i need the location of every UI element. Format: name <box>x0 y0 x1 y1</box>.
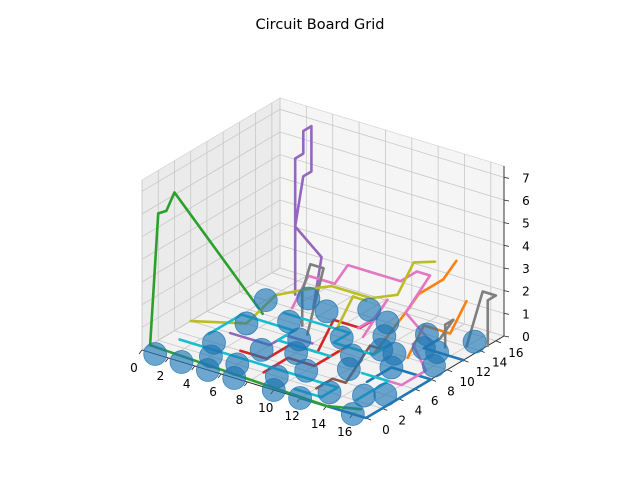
node-point <box>249 337 274 362</box>
z-tick-label: 0 <box>522 330 530 344</box>
y-tick-label: 12 <box>476 365 491 379</box>
node-point <box>352 383 376 408</box>
node-point <box>340 402 365 426</box>
nodes-layer <box>143 286 487 426</box>
x-tick-label: 12 <box>284 409 299 423</box>
z-grid-line <box>141 131 505 215</box>
trace-16 <box>465 290 498 348</box>
x-tick-label: 4 <box>183 377 191 391</box>
chart-title: Circuit Board Grid <box>256 17 385 33</box>
x-tick <box>165 357 169 363</box>
node-point <box>143 342 168 366</box>
trace-19 <box>335 295 368 331</box>
y-tick-label: 2 <box>398 413 406 427</box>
y-tick-label: 0 <box>382 423 390 437</box>
x-tick-label: 10 <box>258 401 273 415</box>
z-tick-label: 3 <box>522 262 530 276</box>
z-tick <box>503 267 510 270</box>
z-tick-label: 1 <box>522 307 530 321</box>
node-point <box>253 288 278 313</box>
y-tick <box>447 369 453 373</box>
z-tick-label: 5 <box>522 217 530 231</box>
z-tick <box>503 312 510 315</box>
node-point <box>336 357 361 381</box>
x-tick <box>217 373 222 379</box>
x-tick-label: 2 <box>157 369 165 383</box>
node-point <box>222 366 247 390</box>
y-tick-label: 6 <box>431 394 439 408</box>
node-point <box>357 297 382 322</box>
node-point <box>379 355 404 380</box>
node-point <box>422 353 446 378</box>
x-tick-label: 6 <box>209 385 217 399</box>
y-tick-label: 14 <box>492 356 507 370</box>
trace-17 <box>438 318 455 349</box>
z-tick <box>503 176 510 179</box>
z-tick <box>503 222 510 225</box>
z-tick-label: 2 <box>522 285 530 299</box>
node-point <box>261 378 286 402</box>
x-tick <box>138 349 143 355</box>
node-point <box>169 350 194 374</box>
x-tick-label: 8 <box>236 393 244 407</box>
trace-18 <box>189 260 437 325</box>
z-tick <box>503 199 510 202</box>
z-grid-line <box>141 267 505 351</box>
node-point <box>294 358 319 383</box>
y-tick-label: 8 <box>447 384 455 398</box>
y-tick-label: 16 <box>508 346 523 360</box>
z-tick <box>503 290 510 293</box>
x-tick <box>244 381 248 387</box>
z-tick <box>503 335 510 338</box>
y-tick <box>495 340 502 344</box>
z-grid-line <box>141 108 505 192</box>
x-tick-label: 14 <box>311 417 326 431</box>
y-tick-label: 10 <box>460 375 475 389</box>
z-tick-label: 7 <box>522 171 530 185</box>
trace-12 <box>290 263 434 345</box>
x-tick-label: 0 <box>130 361 138 375</box>
z-grid-line <box>141 222 505 306</box>
node-point <box>314 299 339 324</box>
node-point <box>296 286 321 311</box>
z-grid-line <box>141 176 505 260</box>
node-point <box>234 311 259 336</box>
z-grid-line <box>141 244 505 328</box>
z-grid-line <box>141 199 505 283</box>
z-tick <box>503 244 510 247</box>
y-tick-label: 4 <box>415 404 423 418</box>
node-point <box>288 386 313 410</box>
x-tick <box>191 365 196 371</box>
node-point <box>462 329 487 354</box>
z-tick-label: 4 <box>522 239 530 253</box>
trace-6 <box>148 191 265 347</box>
z-tick-label: 6 <box>522 194 530 208</box>
axis-panes <box>141 97 505 419</box>
node-point <box>317 380 342 405</box>
trace-9 <box>293 124 323 309</box>
node-point <box>195 358 220 382</box>
node-point <box>373 382 398 407</box>
x-tick-label: 16 <box>337 425 352 439</box>
